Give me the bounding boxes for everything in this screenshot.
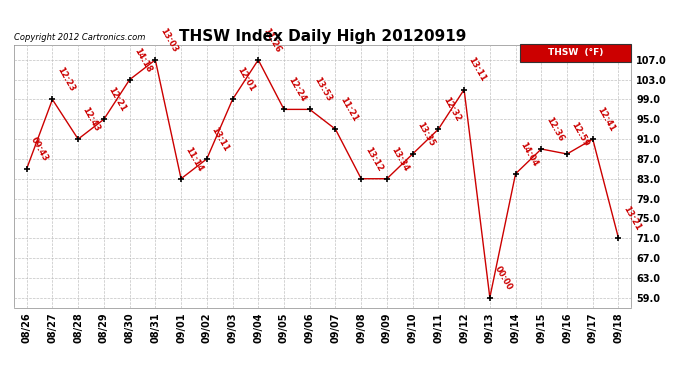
Text: 12:36: 12:36 (544, 116, 565, 143)
Text: 00:00: 00:00 (493, 264, 513, 292)
Text: 12:32: 12:32 (441, 96, 462, 123)
Text: 13:03: 13:03 (158, 27, 179, 54)
Text: 11:14: 11:14 (184, 145, 205, 173)
Text: 13:11: 13:11 (466, 56, 488, 84)
Text: 13:34: 13:34 (389, 145, 411, 173)
Text: 12:43: 12:43 (81, 105, 102, 133)
Text: 14:18: 14:18 (132, 46, 153, 74)
Text: 12:24: 12:24 (286, 76, 308, 104)
Text: 11:21: 11:21 (338, 96, 359, 123)
Text: 12:01: 12:01 (235, 66, 256, 93)
Title: THSW Index Daily High 20120919: THSW Index Daily High 20120919 (179, 29, 466, 44)
Text: 13:11: 13:11 (209, 125, 230, 153)
Text: 12:59: 12:59 (570, 120, 591, 148)
Text: 12:41: 12:41 (595, 105, 617, 133)
Text: 14:04: 14:04 (518, 140, 540, 168)
Text: 13:53: 13:53 (313, 76, 333, 104)
Text: 13:35: 13:35 (415, 120, 436, 148)
Text: 13:12: 13:12 (364, 145, 385, 173)
Text: 11:26: 11:26 (261, 26, 282, 54)
Text: 12:23: 12:23 (55, 66, 76, 93)
Text: 12:21: 12:21 (106, 86, 128, 113)
Text: Copyright 2012 Cartronics.com: Copyright 2012 Cartronics.com (14, 33, 145, 42)
Text: 13:21: 13:21 (621, 204, 642, 232)
Text: THSW  (°F): THSW (°F) (548, 48, 604, 57)
FancyBboxPatch shape (520, 44, 631, 62)
Text: 09:43: 09:43 (29, 135, 50, 163)
